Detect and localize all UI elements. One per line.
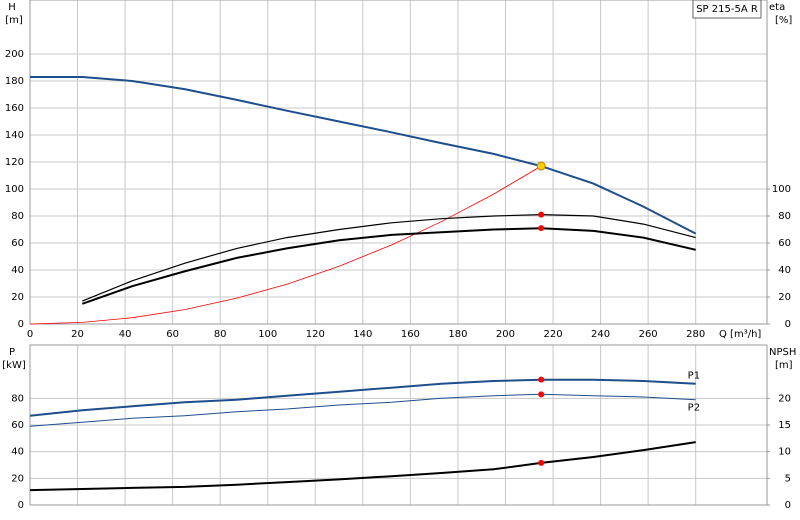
x-tick-label: 100 bbox=[258, 329, 277, 340]
series-line bbox=[30, 76, 697, 235]
x-tick-label: 260 bbox=[639, 329, 658, 340]
y2-tick-label: 20 bbox=[778, 292, 791, 303]
y-axis-label: H bbox=[8, 2, 16, 13]
y2-tick-label: 60 bbox=[778, 238, 791, 249]
series-line bbox=[29, 441, 696, 492]
y-tick-label: 160 bbox=[5, 103, 24, 114]
x-tick-label: 220 bbox=[543, 329, 562, 340]
chart-title: SP 215-5A R bbox=[696, 4, 758, 15]
x-tick-label: 80 bbox=[214, 329, 227, 340]
x-tick-label: 40 bbox=[119, 329, 132, 340]
series-label: P2 bbox=[688, 403, 700, 414]
y-tick-label: 60 bbox=[11, 238, 24, 249]
y-tick-label: 40 bbox=[11, 265, 24, 276]
series-line bbox=[29, 165, 542, 325]
y-tick-label: 40 bbox=[11, 447, 24, 458]
y-tick-label: 0 bbox=[18, 319, 24, 330]
y2-tick-label: 40 bbox=[778, 265, 791, 276]
title-box bbox=[692, 0, 762, 19]
y2-axis-unit: [%] bbox=[775, 15, 792, 26]
series-line bbox=[81, 227, 696, 305]
y-tick-label: 20 bbox=[11, 292, 24, 303]
y-tick-label: 0 bbox=[18, 500, 24, 511]
y2-tick-label: 0 bbox=[785, 500, 791, 511]
y2-tick-label: 20 bbox=[778, 393, 791, 404]
series-line bbox=[29, 378, 696, 417]
series-line bbox=[82, 213, 696, 302]
x-tick-label: 60 bbox=[166, 329, 179, 340]
y-tick-label: 100 bbox=[5, 184, 24, 195]
operating-point bbox=[536, 161, 546, 171]
x-tick-label: 20 bbox=[71, 329, 84, 340]
x-tick-label: 180 bbox=[448, 329, 467, 340]
y-axis-unit: [m] bbox=[5, 15, 23, 26]
y-tick-label: 20 bbox=[11, 473, 24, 484]
operating-point bbox=[538, 211, 545, 218]
y2-tick-label: 15 bbox=[778, 420, 791, 431]
y2-tick-label: 100 bbox=[772, 184, 791, 195]
y2-axis-label: NPSH bbox=[769, 347, 796, 358]
y-tick-label: 60 bbox=[11, 420, 24, 431]
y2-tick-label: 5 bbox=[785, 473, 791, 484]
y-axis-label: P bbox=[9, 347, 15, 358]
y2-tick-label: 0 bbox=[785, 319, 791, 330]
operating-point bbox=[538, 225, 545, 232]
y2-tick-label: 80 bbox=[778, 211, 791, 222]
y-tick-label: 80 bbox=[11, 393, 24, 404]
y-tick-label: 140 bbox=[5, 130, 24, 141]
x-tick-label: 140 bbox=[353, 329, 372, 340]
operating-point bbox=[538, 459, 545, 466]
y-axis-unit: [kW] bbox=[2, 360, 26, 371]
y2-tick-label: 10 bbox=[778, 447, 791, 458]
x-tick-label: 280 bbox=[686, 329, 705, 340]
y2-axis-label: eta bbox=[769, 2, 785, 13]
y-tick-label: 200 bbox=[5, 49, 24, 60]
y2-axis-unit: [m] bbox=[775, 360, 793, 371]
series-line bbox=[29, 393, 696, 427]
x-tick-label: 240 bbox=[591, 329, 610, 340]
x-tick-label: 0 bbox=[27, 329, 33, 340]
y-tick-label: 180 bbox=[5, 76, 24, 87]
x-tick-label: 160 bbox=[401, 329, 420, 340]
plot-frame bbox=[29, 0, 768, 325]
x-tick-label: 200 bbox=[496, 329, 515, 340]
y-tick-label: 80 bbox=[11, 211, 24, 222]
operating-point bbox=[538, 376, 545, 383]
x-tick-label: 120 bbox=[306, 329, 325, 340]
x-axis-label: Q [m³/h] bbox=[719, 329, 761, 340]
series-label: P1 bbox=[688, 371, 700, 382]
operating-point bbox=[538, 391, 545, 398]
plot-frame bbox=[29, 344, 768, 506]
y-tick-label: 120 bbox=[5, 157, 24, 168]
